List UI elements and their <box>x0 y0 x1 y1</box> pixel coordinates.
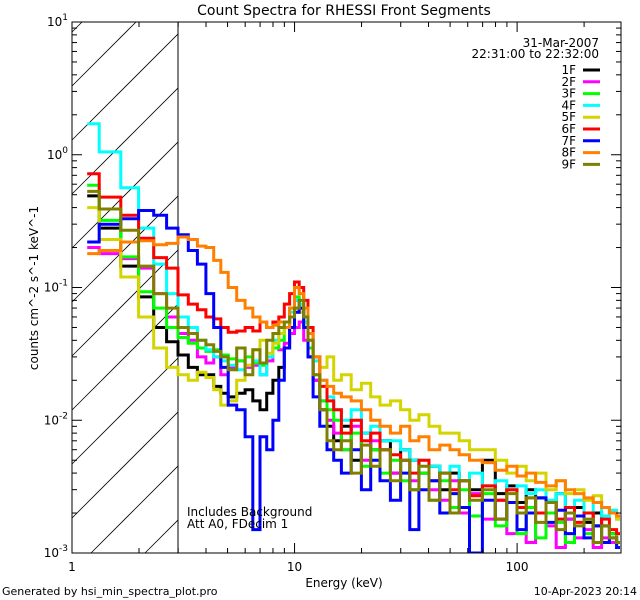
series-line-9F <box>87 189 620 544</box>
series-layer <box>87 122 620 553</box>
y-tick-label: 101 <box>47 13 68 29</box>
hatch-line <box>71 411 179 519</box>
legend-label-8F: 8F <box>561 146 576 160</box>
hatched-region <box>71 21 179 554</box>
hatch-line <box>71 357 179 465</box>
axis-ticks <box>71 21 621 554</box>
footer-timestamp: 10-Apr-2023 20:14 <box>534 585 637 598</box>
legend-label-3F: 3F <box>561 87 576 101</box>
hatch-line <box>71 303 179 411</box>
x-tick-label: 100 <box>506 560 529 574</box>
axis-tick-labels: 1 10 100 101 100 10-1 10-2 10-3 <box>44 13 529 574</box>
legend-label-6F: 6F <box>561 122 576 136</box>
hatch-line <box>90 465 179 554</box>
annotation-attenuator: Att A0, FDecim 1 <box>187 517 288 531</box>
date-label: 31-Mar-2007 <box>523 36 599 50</box>
chart-title: Count Spectra for RHESSI Front Segments <box>197 3 491 19</box>
hatch-line <box>71 195 179 303</box>
time-range-label: 22:31:00 to 22:32:00 <box>472 47 599 61</box>
legend-label-9F: 9F <box>561 157 576 171</box>
y-tick-label: 10-2 <box>44 411 68 427</box>
x-axis-label: Energy (keV) <box>305 576 382 590</box>
legend-label-2F: 2F <box>561 75 576 89</box>
legend-label-1F: 1F <box>561 63 576 77</box>
legend-label-4F: 4F <box>561 98 576 112</box>
series-line-8F <box>87 235 620 518</box>
legend-label-5F: 5F <box>561 110 576 124</box>
hatch-line <box>71 21 83 33</box>
y-axis-label: counts cm^-2 s^-1 keV^-1 <box>27 206 41 370</box>
hatch-line <box>71 87 179 195</box>
x-tick-label: 1 <box>68 560 76 574</box>
y-tick-label: 10-3 <box>44 544 68 560</box>
legend-label-7F: 7F <box>561 134 576 148</box>
y-tick-label: 10-1 <box>44 279 68 295</box>
hatch-line <box>71 249 179 357</box>
footer-generated-by: Generated by hsi_min_spectra_plot.pro <box>2 585 218 598</box>
annotation-background: Includes Background <box>187 505 312 519</box>
hatch-line <box>71 141 179 249</box>
hatch-line <box>71 21 137 87</box>
y-tick-label: 100 <box>47 146 68 162</box>
hatch-line <box>144 519 179 554</box>
x-tick-label: 10 <box>287 560 302 574</box>
